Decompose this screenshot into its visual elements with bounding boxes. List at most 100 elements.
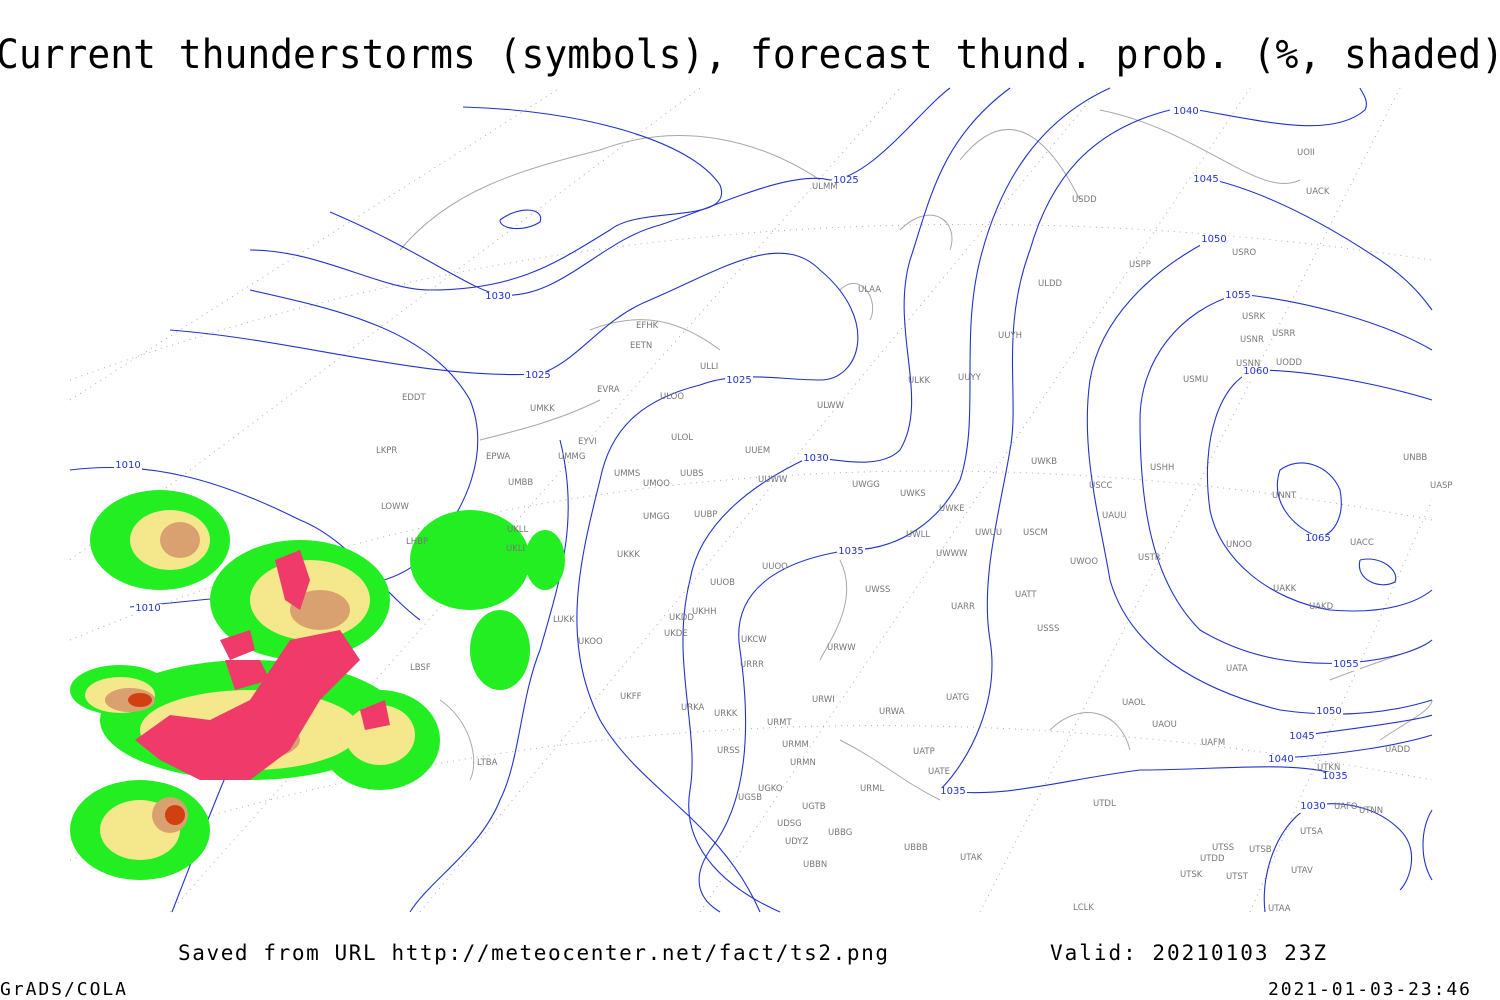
station-label: USMU bbox=[1183, 375, 1208, 385]
isobar-label: 1025 bbox=[833, 175, 858, 186]
station-label: URMN bbox=[790, 758, 816, 768]
isobar-label-bg bbox=[832, 176, 860, 187]
station-label: UGKO bbox=[758, 784, 783, 794]
station-label: USNR bbox=[1240, 335, 1264, 345]
station-label: UKHH bbox=[692, 607, 717, 617]
station-label: UATG bbox=[946, 693, 969, 703]
station-label: UTSS bbox=[1212, 843, 1234, 853]
station-label: EETN bbox=[630, 341, 652, 351]
station-label: UUYY bbox=[958, 373, 982, 383]
isobar-label: 1045 bbox=[1193, 174, 1218, 185]
isobar-label-bg bbox=[725, 376, 753, 387]
station-label: UAOU bbox=[1152, 720, 1177, 730]
isobar-label-bg bbox=[484, 292, 512, 303]
station-label: UUWW bbox=[758, 475, 788, 485]
station-label: LHBP bbox=[406, 537, 428, 547]
thunderstorm-shading bbox=[70, 490, 565, 880]
station-label: UMKK bbox=[530, 404, 555, 414]
station-label: USSS bbox=[1037, 624, 1059, 634]
station-label: UMBB bbox=[508, 478, 533, 488]
station-label: USCM bbox=[1023, 528, 1048, 538]
station-label: UTST bbox=[1226, 872, 1249, 882]
station-label: UTSB bbox=[1249, 845, 1272, 855]
isobar-label: 1025 bbox=[525, 370, 550, 381]
isobar-label-bg bbox=[1321, 772, 1349, 783]
station-label: LUKK bbox=[553, 615, 575, 625]
station-label: UTKN bbox=[1317, 763, 1340, 773]
coastlines bbox=[399, 109, 1433, 801]
station-label: UMMS bbox=[614, 469, 640, 479]
station-label: URWW bbox=[827, 643, 856, 653]
station-label: UDSG bbox=[777, 819, 802, 829]
station-label: UATA bbox=[1226, 664, 1248, 674]
station-label: ULLI bbox=[700, 362, 718, 372]
isobar-label-bg bbox=[524, 371, 552, 382]
station-label: USRO bbox=[1232, 248, 1257, 258]
station-label: ULOO bbox=[660, 392, 684, 402]
isobar-label: 1055 bbox=[1333, 659, 1358, 670]
isobar-label-bg bbox=[1288, 732, 1316, 743]
isobar-label: 1040 bbox=[1268, 754, 1293, 765]
isobar-label: 1025 bbox=[726, 375, 751, 386]
station-label: UWKS bbox=[900, 489, 926, 499]
isobar-label: 1035 bbox=[1322, 771, 1347, 782]
station-label: UTNN bbox=[1359, 806, 1383, 816]
station-label: UGTB bbox=[802, 802, 826, 812]
station-label: ULKK bbox=[908, 376, 931, 386]
isobar-label: 1050 bbox=[1316, 706, 1341, 717]
station-label: UWGG bbox=[852, 480, 880, 490]
station-label: UKLI bbox=[506, 544, 525, 554]
station-label: UTSK bbox=[1180, 870, 1203, 880]
isobar-label-bg bbox=[1304, 534, 1332, 545]
station-label: EDDT bbox=[402, 393, 426, 403]
station-label: UAFM bbox=[1201, 738, 1225, 748]
station-label: UMGG bbox=[643, 512, 670, 522]
station-label: ULMM bbox=[812, 182, 838, 192]
isobar-label: 1040 bbox=[1173, 106, 1198, 117]
station-label: UNBB bbox=[1403, 453, 1427, 463]
station-label: URRR bbox=[740, 660, 764, 670]
station-label: EPWA bbox=[486, 452, 510, 462]
station-label: URKA bbox=[681, 703, 705, 713]
station-label: USHH bbox=[1150, 463, 1174, 473]
station-label: UBBG bbox=[828, 828, 852, 838]
station-label: URML bbox=[860, 784, 884, 794]
isobar-label-bg bbox=[802, 454, 830, 465]
station-label: ULAA bbox=[858, 285, 881, 295]
station-label: ULDD bbox=[1038, 279, 1063, 289]
station-label: LCLK bbox=[1073, 903, 1094, 913]
station-label: USPP bbox=[1129, 260, 1151, 270]
station-label: UTAA bbox=[1268, 904, 1291, 914]
isobar-label-bg bbox=[1224, 291, 1252, 302]
isobar-label-bg bbox=[1315, 707, 1343, 718]
station-label: UARR bbox=[951, 602, 975, 612]
station-label: UATT bbox=[1015, 590, 1037, 600]
station-label: UDYZ bbox=[785, 837, 808, 847]
station-label: UUBP bbox=[694, 510, 717, 520]
station-label: URWA bbox=[879, 707, 905, 717]
station-label: UACC bbox=[1350, 538, 1374, 548]
station-label: UWKE bbox=[939, 504, 965, 514]
isobar-label-bg bbox=[114, 461, 142, 472]
station-label: UUYH bbox=[998, 331, 1022, 341]
station-label: UUBS bbox=[680, 469, 704, 479]
station-label: URWI bbox=[812, 695, 835, 705]
graticule bbox=[69, 87, 1433, 913]
station-label: UWOO bbox=[1070, 557, 1098, 567]
isobar-label-bg bbox=[134, 604, 162, 615]
station-label: URMM bbox=[782, 740, 809, 750]
isobar-label-bg bbox=[1172, 107, 1200, 118]
isobar-label: 1050 bbox=[1201, 234, 1226, 245]
station-label: LOWW bbox=[381, 502, 410, 512]
source-url: Saved from URL http://meteocenter.net/fa… bbox=[178, 941, 888, 965]
station-label: UATP bbox=[913, 747, 935, 757]
isobar-label: 1035 bbox=[940, 786, 965, 797]
isobar-label-bg bbox=[939, 787, 967, 798]
station-label: UWKB bbox=[1031, 457, 1057, 467]
isobar-label: 1035 bbox=[838, 546, 863, 557]
isobar-label: 1055 bbox=[1225, 290, 1250, 301]
station-label: EFHK bbox=[636, 321, 659, 331]
station-label: UODD bbox=[1276, 358, 1302, 368]
station-label: ULWW bbox=[817, 401, 845, 411]
